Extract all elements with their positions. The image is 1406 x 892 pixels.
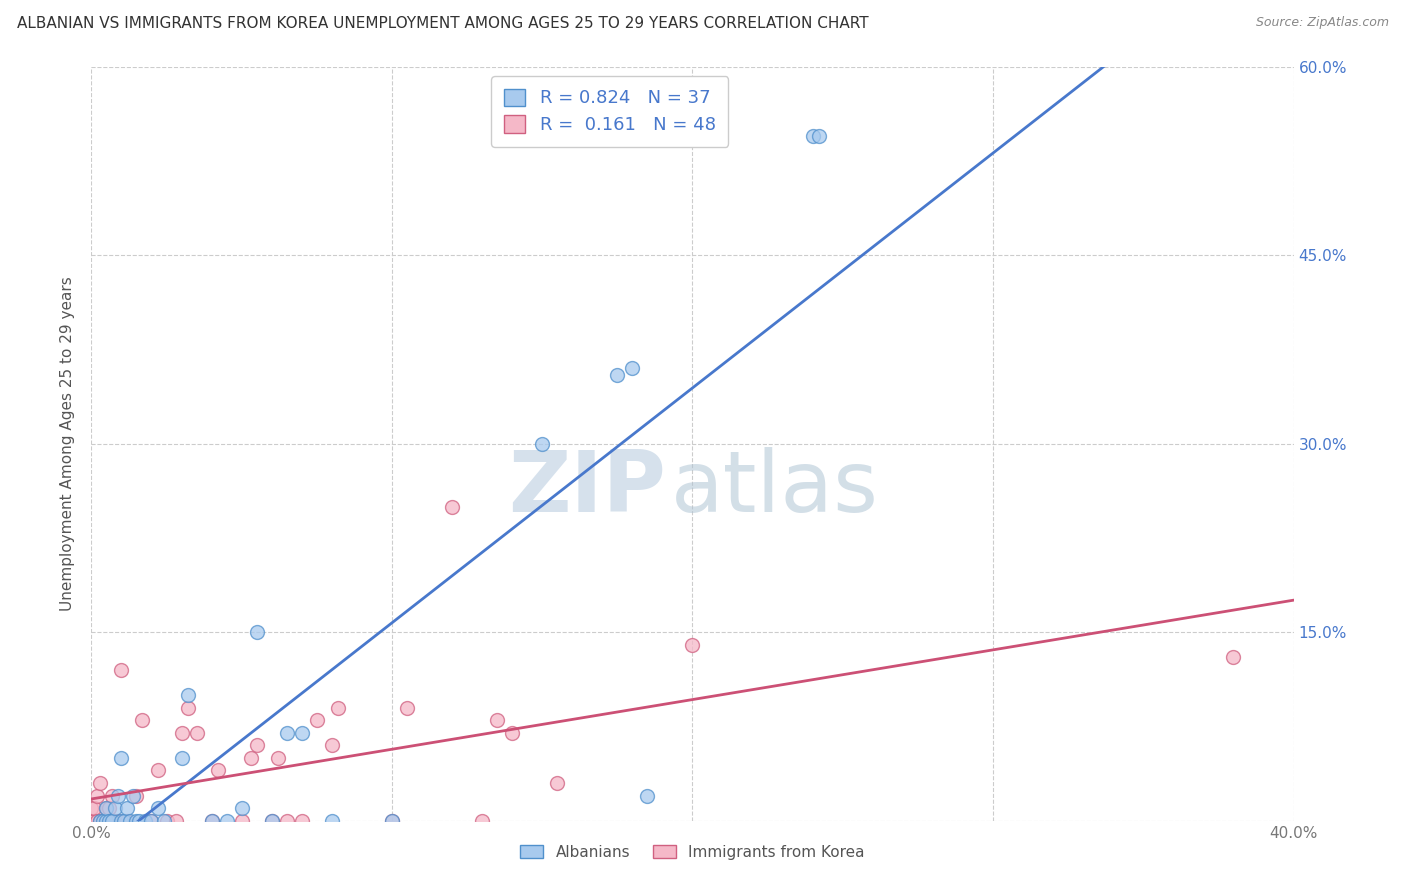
- Point: [801, 128, 824, 143]
- Point: [291, 814, 314, 828]
- Point: [101, 814, 124, 828]
- Point: [104, 814, 127, 828]
- Point: [326, 700, 349, 714]
- Y-axis label: Unemployment Among Ages 25 to 29 years: Unemployment Among Ages 25 to 29 years: [60, 277, 76, 611]
- Point: [110, 663, 132, 677]
- Point: [606, 368, 628, 382]
- Point: [86, 814, 108, 828]
- Point: [381, 814, 404, 828]
- Point: [531, 437, 554, 451]
- Point: [486, 713, 509, 727]
- Point: [93, 814, 115, 828]
- Point: [186, 725, 208, 739]
- Point: [246, 625, 269, 640]
- Point: [321, 739, 343, 753]
- Point: [96, 814, 118, 828]
- Point: [321, 814, 343, 828]
- Point: [98, 814, 121, 828]
- Point: [117, 814, 139, 828]
- Point: [128, 814, 150, 828]
- Point: [131, 713, 153, 727]
- Text: atlas: atlas: [671, 448, 879, 531]
- Point: [93, 814, 115, 828]
- Point: [1222, 650, 1244, 665]
- Point: [89, 814, 111, 828]
- Point: [125, 789, 148, 803]
- Point: [110, 751, 132, 765]
- Text: ALBANIAN VS IMMIGRANTS FROM KOREA UNEMPLOYMENT AMONG AGES 25 TO 29 YEARS CORRELA: ALBANIAN VS IMMIGRANTS FROM KOREA UNEMPL…: [17, 16, 869, 31]
- Point: [83, 801, 105, 815]
- Point: [86, 789, 108, 803]
- Point: [114, 814, 136, 828]
- Point: [381, 814, 404, 828]
- Point: [260, 814, 283, 828]
- Point: [134, 814, 156, 828]
- Point: [621, 361, 644, 376]
- Point: [101, 789, 124, 803]
- Point: [681, 638, 703, 652]
- Point: [201, 814, 224, 828]
- Point: [104, 801, 127, 815]
- Point: [207, 764, 229, 778]
- Point: [807, 128, 830, 143]
- Point: [146, 764, 169, 778]
- Legend: Albanians, Immigrants from Korea: Albanians, Immigrants from Korea: [515, 838, 870, 866]
- Point: [83, 814, 105, 828]
- Point: [305, 713, 328, 727]
- Point: [165, 814, 187, 828]
- Point: [96, 801, 118, 815]
- Point: [155, 814, 177, 828]
- Point: [546, 776, 568, 790]
- Point: [80, 801, 103, 815]
- Point: [501, 725, 523, 739]
- Point: [96, 814, 118, 828]
- Point: [215, 814, 238, 828]
- Point: [117, 801, 139, 815]
- Point: [260, 814, 283, 828]
- Point: [170, 751, 193, 765]
- Point: [89, 776, 111, 790]
- Point: [170, 725, 193, 739]
- Point: [141, 814, 163, 828]
- Point: [122, 789, 145, 803]
- Point: [231, 801, 253, 815]
- Point: [636, 789, 658, 803]
- Point: [201, 814, 224, 828]
- Text: ZIP: ZIP: [508, 448, 666, 531]
- Point: [110, 814, 132, 828]
- Text: Source: ZipAtlas.com: Source: ZipAtlas.com: [1256, 16, 1389, 29]
- Point: [276, 725, 298, 739]
- Point: [471, 814, 494, 828]
- Point: [107, 814, 129, 828]
- Point: [291, 725, 314, 739]
- Point: [267, 751, 290, 765]
- Point: [440, 500, 463, 514]
- Point: [395, 700, 418, 714]
- Point: [246, 739, 269, 753]
- Point: [96, 801, 118, 815]
- Point: [107, 789, 129, 803]
- Point: [80, 814, 103, 828]
- Point: [146, 801, 169, 815]
- Point: [120, 814, 142, 828]
- Point: [152, 814, 174, 828]
- Point: [176, 700, 198, 714]
- Point: [98, 801, 121, 815]
- Point: [125, 814, 148, 828]
- Point: [176, 688, 198, 702]
- Point: [231, 814, 253, 828]
- Point: [276, 814, 298, 828]
- Point: [89, 814, 111, 828]
- Point: [98, 814, 121, 828]
- Point: [239, 751, 262, 765]
- Point: [141, 814, 163, 828]
